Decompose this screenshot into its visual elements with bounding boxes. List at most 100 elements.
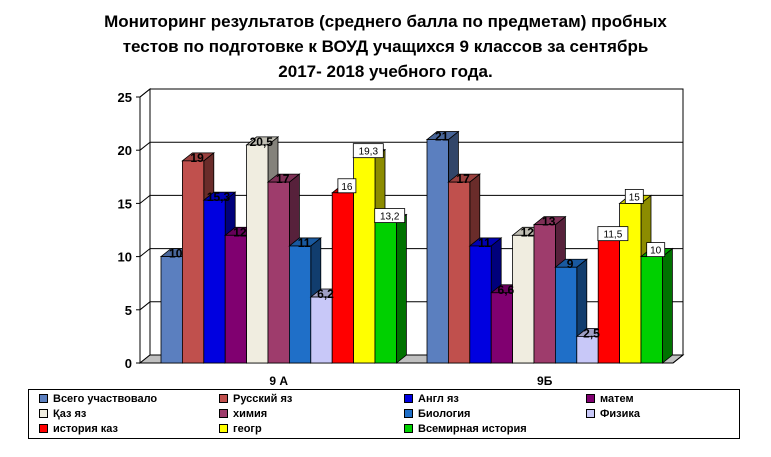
data-label-box (597, 226, 629, 242)
bar (160, 256, 183, 364)
x-category-label: 9 А (269, 374, 288, 388)
data-label-box (646, 242, 666, 258)
y-tick-label: 15 (118, 196, 132, 211)
bar-side (395, 213, 407, 364)
legend-label: Всего участвовало (53, 392, 158, 405)
legend-item: Русский яз (219, 391, 292, 406)
data-label: 11 (478, 236, 491, 250)
chart-legend: Всего участвовало Русский яз Англ яз матем Қ… (28, 389, 740, 439)
bar (310, 296, 333, 364)
data-label: 21 (435, 130, 449, 144)
data-label: 6,2 (317, 287, 334, 301)
bar (181, 160, 205, 364)
data-label: 6,6 (498, 283, 515, 297)
legend-label: геогр (233, 422, 262, 435)
legend-swatch (404, 424, 413, 433)
bar (353, 157, 376, 364)
legend-item: Всего участвовало (39, 391, 157, 406)
legend-item: геогр (219, 421, 262, 436)
chart-title-line-3: 2017- 2018 учебного года. (278, 62, 493, 81)
bar (512, 234, 535, 364)
data-label-box (352, 143, 384, 159)
data-label: 12 (521, 225, 535, 239)
bar (490, 292, 514, 364)
legend-swatch (39, 409, 48, 418)
bar (447, 181, 471, 364)
data-label: 20,5 (250, 135, 274, 149)
data-label: 17 (456, 172, 470, 186)
legend-swatch (39, 424, 48, 433)
legend-swatch (219, 424, 228, 433)
bar (597, 240, 621, 364)
data-label: 13 (542, 215, 556, 229)
legend-swatch (404, 394, 413, 403)
legend-label: Қаз яз (53, 407, 87, 420)
legend-label: Русский яз (233, 392, 293, 405)
gridline (139, 248, 683, 257)
gridline (139, 194, 683, 204)
legend-swatch (39, 394, 48, 403)
y-tick-label: 5 (125, 303, 132, 318)
data-label-box (337, 178, 357, 194)
data-label: 2,5 (583, 326, 600, 340)
legend-label: химия (233, 407, 268, 420)
y-tick-label: 25 (118, 90, 132, 105)
bar (246, 144, 269, 364)
bar (331, 192, 355, 364)
legend-item: матем (586, 391, 634, 406)
data-label: 12 (233, 225, 247, 239)
gridline (139, 88, 683, 98)
data-label: 10 (650, 246, 662, 257)
data-label: 9 (567, 257, 574, 271)
data-label: 13,2 (380, 212, 400, 223)
x-category-label: 9Б (537, 374, 553, 388)
data-label: 16 (341, 182, 353, 193)
data-label: 11 (298, 236, 311, 250)
data-label-box (374, 208, 406, 223)
bar (640, 256, 663, 364)
floor-edge (672, 354, 684, 364)
data-label: 10 (169, 247, 183, 261)
bar (555, 266, 578, 364)
legend-item: Биология (404, 406, 470, 421)
data-label: 17 (276, 172, 290, 186)
legend-label: Всемирная история (418, 422, 527, 435)
bar (469, 245, 492, 364)
legend-swatch (586, 409, 595, 418)
legend-item: история каз (39, 421, 118, 436)
legend-item: химия (219, 406, 267, 421)
bar (374, 222, 397, 364)
data-label: 15,3 (207, 190, 231, 204)
data-label-box (624, 188, 644, 204)
bar-side (662, 247, 673, 364)
legend-item: Англ яз (404, 391, 459, 406)
legend-swatch (219, 394, 228, 403)
legend-item: Физика (586, 406, 640, 421)
plot-side-wall (139, 87, 151, 365)
legend-swatch (586, 394, 595, 403)
chart-title-line-2: тестов по подготовке к ВОУД учащихся 9 к… (122, 37, 649, 56)
data-label: 19,3 (359, 147, 379, 158)
legend-swatch (404, 409, 413, 418)
legend-label: матем (600, 392, 634, 405)
chart-title-line-1: Мониторинг результатов (среднего балла п… (104, 12, 667, 31)
bar (426, 139, 449, 364)
y-tick-label: 20 (118, 143, 132, 158)
data-label: 11,5 (604, 230, 623, 241)
bar (533, 224, 556, 364)
legend-item: Қаз яз (39, 406, 86, 421)
legend-label: Биология (418, 407, 471, 420)
legend-item: Всемирная история (404, 421, 527, 436)
bar (224, 234, 247, 364)
legend-label: история каз (53, 422, 119, 435)
data-label: 15 (629, 192, 641, 203)
data-label: 19 (190, 151, 204, 165)
y-tick-label: 0 (125, 356, 132, 371)
bar (203, 199, 226, 364)
legend-label: Физика (600, 407, 641, 420)
legend-label: Англ яз (418, 392, 459, 405)
gridline (139, 141, 683, 151)
bar (267, 181, 290, 364)
